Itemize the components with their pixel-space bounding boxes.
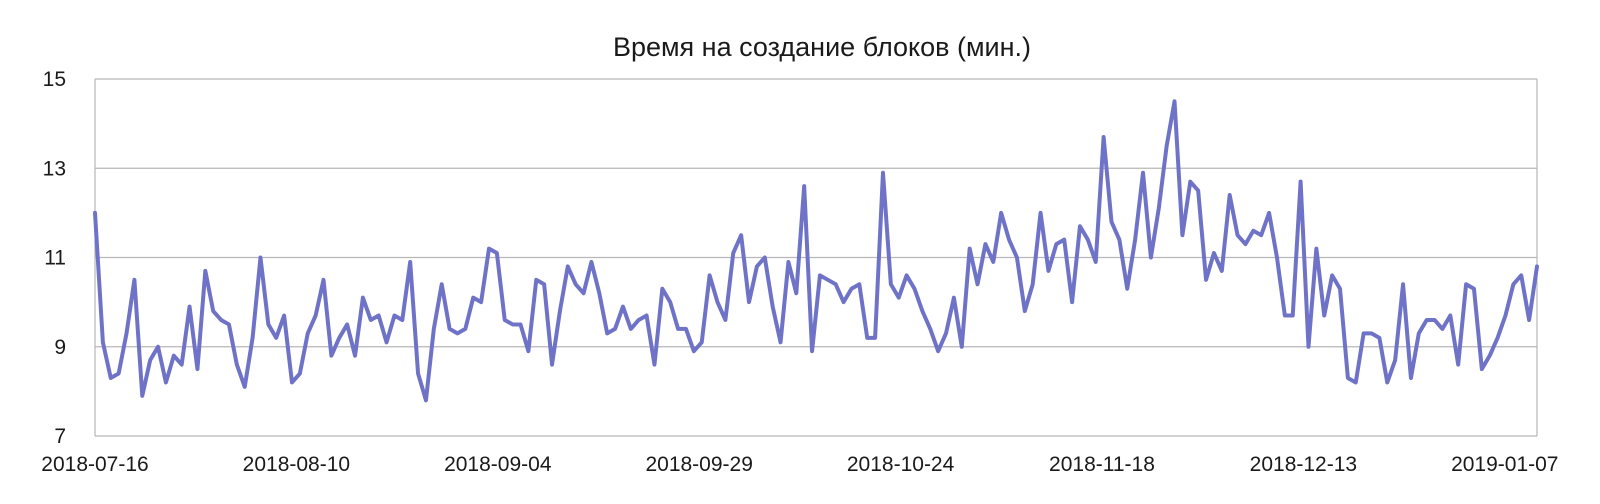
x-tick-label: 2018-10-24 <box>847 453 955 476</box>
y-tick-label: 13 <box>43 157 66 180</box>
y-tick-label: 7 <box>54 425 66 448</box>
y-tick-labels: 7 9 11 13 15 <box>43 68 66 448</box>
y-tick-label: 9 <box>54 336 66 359</box>
x-tick-label: 2018-07-16 <box>41 453 148 476</box>
chart-title: Время на создание блоков (мин.) <box>613 32 1031 62</box>
series-line-0 <box>93 99 1539 403</box>
x-tick-label: 2018-12-13 <box>1250 453 1357 476</box>
x-tick-label: 2019-01-07 <box>1451 453 1558 476</box>
series-layer <box>93 99 1539 403</box>
x-tick-label: 2018-11-18 <box>1049 453 1155 476</box>
x-tick-label: 2018-09-29 <box>645 453 752 476</box>
x-tick-label: 2018-08-10 <box>243 453 350 476</box>
x-tick-label: 2018-09-04 <box>444 453 552 476</box>
x-tick-labels: 2018-07-16 2018-08-10 2018-09-04 2018-09-29… <box>41 453 1558 476</box>
y-tick-label: 11 <box>44 247 66 270</box>
y-tick-label: 15 <box>43 68 66 91</box>
grid-layer <box>94 78 1538 437</box>
